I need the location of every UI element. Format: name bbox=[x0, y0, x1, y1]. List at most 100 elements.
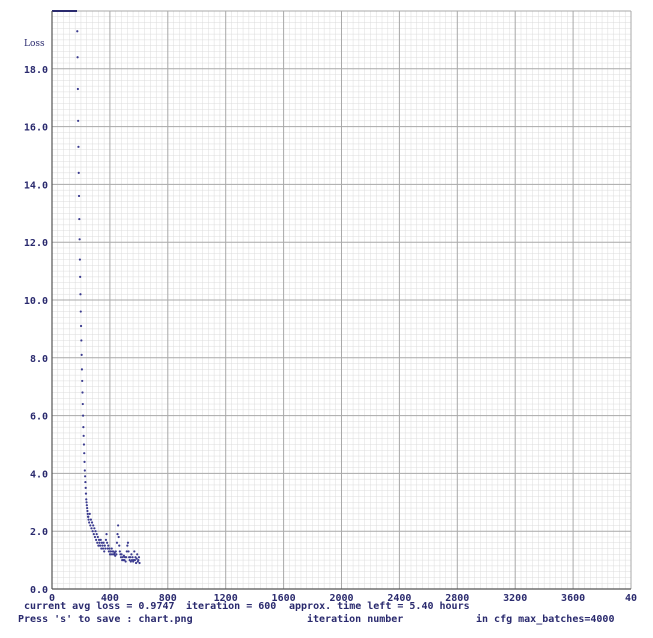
loss-point bbox=[99, 544, 102, 547]
loss-point bbox=[79, 310, 82, 313]
loss-point bbox=[76, 56, 79, 59]
x-tick-label: 0 bbox=[49, 593, 55, 604]
loss-point bbox=[90, 527, 93, 530]
loss-point bbox=[81, 379, 84, 383]
save-hint: Press 's' to save : chart.png bbox=[18, 614, 193, 625]
loss-point bbox=[101, 544, 104, 547]
loss-point bbox=[80, 339, 83, 342]
loss-point bbox=[133, 550, 136, 553]
loss-point bbox=[79, 293, 82, 296]
x-tick-label: 800 bbox=[159, 593, 177, 604]
loss-point bbox=[79, 324, 83, 328]
loss-point bbox=[82, 426, 85, 429]
loss-point bbox=[130, 553, 133, 556]
y-tick-label: 6.0 bbox=[30, 412, 48, 423]
loss-point bbox=[88, 521, 91, 524]
loss-point bbox=[78, 238, 81, 241]
loss-point bbox=[110, 547, 113, 550]
y-tick-label: 12.0 bbox=[24, 238, 48, 249]
loss-point bbox=[131, 556, 134, 559]
loss-point bbox=[89, 524, 92, 527]
loss-point bbox=[76, 87, 79, 91]
loss-point bbox=[86, 506, 89, 510]
loss-point bbox=[103, 544, 106, 547]
loss-point bbox=[80, 353, 83, 357]
loss-point bbox=[78, 258, 81, 261]
loss-point bbox=[96, 535, 99, 539]
loss-point bbox=[81, 391, 84, 394]
loss-point bbox=[84, 486, 87, 489]
x-tick-labels: 0 400 800 1200 1600 2000 2400 2800 3200 3600 40 bbox=[49, 593, 637, 604]
current-avg-loss: current avg loss = 0.9747 bbox=[24, 601, 175, 612]
loss-point bbox=[106, 547, 109, 550]
loss-point bbox=[104, 547, 107, 550]
loss-point bbox=[93, 527, 96, 530]
loss-point bbox=[85, 501, 88, 504]
loss-point bbox=[135, 557, 138, 560]
loss-point bbox=[134, 561, 138, 565]
loss-point bbox=[118, 550, 121, 553]
y-tick-label: 0.0 bbox=[30, 585, 48, 596]
loss-point bbox=[89, 518, 92, 521]
loss-points bbox=[76, 30, 141, 565]
y-tick-labels: 0.0 2.0 4.0 6.0 8.0 10.0 12.0 14.0 16.0 18.0 bbox=[24, 65, 48, 596]
loss-point bbox=[104, 538, 108, 541]
loss-point bbox=[85, 498, 88, 501]
loss-point bbox=[81, 402, 84, 406]
loss-point bbox=[114, 550, 117, 553]
loss-point bbox=[95, 532, 98, 536]
loss-point bbox=[87, 515, 90, 518]
y-tick-label: 18.0 bbox=[24, 65, 48, 76]
loss-point bbox=[120, 553, 123, 556]
loss-point bbox=[77, 194, 81, 198]
loss-point bbox=[97, 544, 100, 547]
x-tick-label: 2400 bbox=[387, 593, 411, 604]
loss-point bbox=[83, 469, 86, 472]
y-tick-label: 2.0 bbox=[30, 527, 48, 538]
loss-point bbox=[98, 541, 101, 544]
loss-point bbox=[84, 492, 88, 495]
loss-point bbox=[107, 550, 110, 553]
loss-point bbox=[106, 541, 109, 544]
y-tick-label: 10.0 bbox=[24, 296, 48, 307]
loss-point bbox=[86, 509, 89, 513]
y-tick-label: 8.0 bbox=[30, 354, 48, 365]
loss-point bbox=[133, 559, 136, 562]
loss-point bbox=[137, 559, 140, 562]
loss-point bbox=[100, 547, 103, 550]
loss-point bbox=[102, 541, 105, 544]
loss-point bbox=[77, 119, 80, 122]
loss-point bbox=[100, 541, 103, 544]
x-tick-label: 2000 bbox=[329, 593, 353, 604]
max-batches: in cfg max_batches=4000 bbox=[476, 614, 615, 625]
y-tick-label: 14.0 bbox=[24, 180, 48, 191]
loss-point bbox=[84, 475, 87, 478]
loss-point bbox=[95, 538, 98, 541]
x-tick-label: 3200 bbox=[503, 593, 527, 604]
x-axis-label: iteration number bbox=[307, 614, 404, 625]
y-tick-label: 16.0 bbox=[24, 123, 48, 134]
loss-point bbox=[96, 541, 99, 544]
loss-point bbox=[83, 452, 86, 455]
loss-point bbox=[136, 553, 139, 556]
loss-point bbox=[82, 434, 85, 437]
loss-point bbox=[119, 556, 123, 559]
loss-point bbox=[103, 550, 106, 553]
x-tick-label: 1600 bbox=[272, 593, 296, 604]
loss-point bbox=[90, 521, 94, 524]
major-grid bbox=[52, 10, 632, 589]
loss-point bbox=[77, 145, 80, 148]
loss-point bbox=[86, 512, 89, 515]
y-tick-label: 4.0 bbox=[30, 469, 48, 480]
loss-point bbox=[85, 504, 88, 507]
loss-point bbox=[138, 561, 141, 565]
loss-point bbox=[97, 538, 101, 541]
loss-point bbox=[126, 541, 130, 544]
loss-point bbox=[108, 547, 111, 550]
loss-point bbox=[83, 460, 86, 463]
loss-point bbox=[78, 217, 81, 221]
loss-point bbox=[87, 518, 90, 521]
loss-point bbox=[125, 556, 128, 559]
loss-point bbox=[80, 368, 84, 371]
